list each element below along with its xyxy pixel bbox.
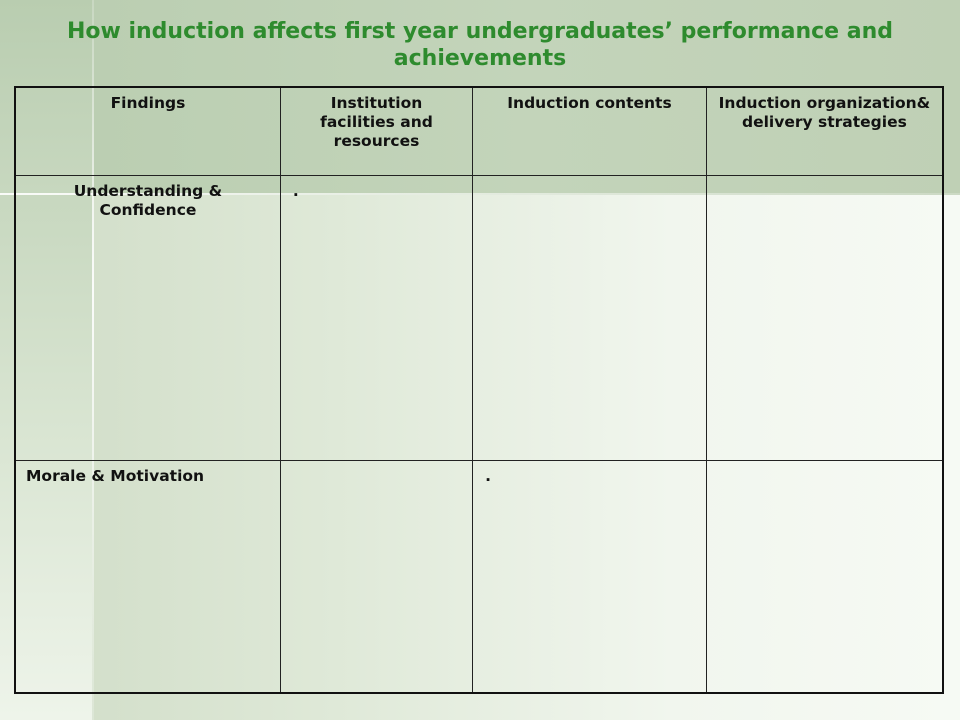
header-induction-contents: Induction contents: [472, 86, 707, 176]
header-institution-facilities: Institution facilities and resources: [279, 86, 474, 176]
table-header-row: Findings Institution facilities and reso…: [14, 86, 944, 176]
table-cell: [705, 459, 944, 694]
cell-text: .: [292, 181, 299, 200]
header-organization-delivery: Induction organization& delivery strateg…: [705, 86, 944, 176]
header-findings: Findings: [14, 86, 281, 176]
table-cell: .: [472, 459, 707, 694]
slide-title: How induction affects first year undergr…: [66, 19, 894, 71]
finding-label: Morale & Motivation: [14, 459, 281, 694]
table-row: Morale & Motivation .: [14, 459, 944, 694]
findings-table: Findings Institution facilities and reso…: [14, 86, 944, 694]
finding-label: Understanding & Confidence: [14, 174, 281, 461]
cell-text: .: [485, 466, 491, 485]
table-cell: [279, 459, 474, 694]
table-cell: [705, 174, 944, 461]
table-row: Understanding & Confidence .: [14, 174, 944, 461]
table-cell: [472, 174, 707, 461]
table-cell: .: [279, 174, 474, 461]
